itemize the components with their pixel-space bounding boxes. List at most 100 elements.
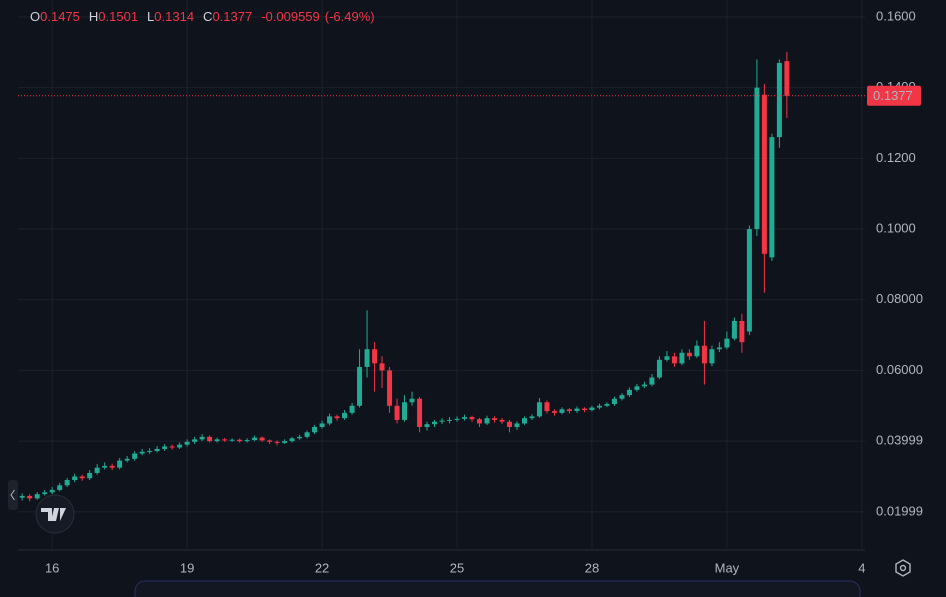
candle-body — [462, 417, 468, 419]
candle-body — [79, 476, 85, 479]
candle-body — [769, 137, 775, 258]
x-tick-label: 25 — [450, 560, 464, 575]
candle-body — [162, 446, 168, 449]
candle-body — [364, 349, 370, 367]
candle-body — [566, 409, 572, 412]
candle-body — [454, 418, 460, 420]
y-tick-label: 0.1200 — [876, 150, 916, 165]
candle-body — [64, 480, 70, 486]
candle-body — [177, 444, 183, 448]
candles — [18, 51, 865, 502]
candle-body — [402, 402, 408, 420]
candle-body — [117, 460, 123, 468]
ohlc-value: 0.1475 — [40, 9, 80, 24]
candle-body — [694, 345, 700, 357]
ohlc-item: L0.1314 — [147, 9, 194, 24]
candle-body — [132, 453, 138, 459]
candle-body — [124, 458, 130, 461]
candle-body — [154, 448, 160, 452]
candle-body — [19, 495, 25, 498]
toolbar — [134, 580, 861, 597]
candle-body — [199, 436, 205, 440]
candle-body — [544, 402, 550, 412]
candle-body — [626, 389, 632, 396]
ohlc-item: H0.1501 — [89, 9, 138, 24]
candle-body — [432, 421, 438, 425]
x-tick-label: 4 — [858, 560, 865, 575]
axes: 0.16000.14000.12000.10000.080000.060000.… — [45, 8, 923, 575]
candle-body — [491, 418, 497, 420]
candle-body — [214, 439, 220, 442]
candle-body — [27, 495, 33, 499]
candle-body — [619, 395, 625, 399]
candle-body — [342, 412, 348, 419]
candle-body — [671, 356, 677, 364]
candle-body — [739, 320, 745, 343]
candle-body — [312, 426, 318, 433]
ohlc-key: L — [147, 9, 155, 24]
candle-body — [304, 432, 310, 437]
candle-body — [611, 398, 617, 405]
candle-body — [267, 440, 273, 442]
candle-body — [409, 398, 415, 403]
candle-body — [477, 419, 483, 424]
candle-body — [229, 439, 235, 441]
last-price-label: 0.1377 — [873, 88, 913, 103]
logo-icon — [41, 508, 66, 521]
candle-body — [581, 408, 587, 411]
ohlc-value: 0.1377 — [212, 9, 253, 24]
candle-body — [484, 418, 490, 424]
ohlc-value: 0.1314 — [154, 9, 195, 24]
candle-body — [417, 398, 423, 427]
candle-body — [139, 451, 145, 454]
y-tick-label: 0.06000 — [876, 362, 923, 377]
candle-body — [289, 438, 295, 442]
candle-body — [784, 61, 790, 96]
candle-body — [252, 437, 258, 441]
candle-body — [529, 416, 535, 419]
candle-body — [499, 419, 505, 422]
last-price-tag — [867, 85, 921, 106]
candle-body — [207, 436, 213, 442]
candle-body — [109, 465, 115, 468]
candle-body — [49, 489, 55, 493]
candle-body — [656, 359, 662, 378]
settings-icon-center — [899, 564, 907, 572]
ohlc-key: O — [30, 9, 41, 24]
candle-body — [551, 411, 557, 413]
candle-body — [237, 439, 243, 442]
candle-body — [327, 416, 333, 424]
candle-body — [589, 407, 595, 411]
candle-body — [469, 417, 475, 420]
candle-body — [244, 440, 250, 442]
candle-body — [222, 439, 228, 441]
y-tick-label: 0.01999 — [876, 503, 923, 518]
scroll-button[interactable] — [8, 480, 18, 510]
candle-body — [34, 494, 40, 499]
candle-body — [379, 363, 385, 371]
candle-body — [559, 409, 565, 413]
candle-body — [716, 347, 722, 350]
settings-icon[interactable] — [895, 559, 911, 577]
x-tick-label: 16 — [45, 560, 59, 575]
candle-body — [349, 405, 355, 413]
candle-body — [259, 437, 265, 441]
candle-body — [72, 476, 78, 481]
y-tick-label: 0.1600 — [876, 8, 916, 23]
candle-body — [42, 492, 48, 495]
candle-body — [439, 420, 445, 422]
candle-body — [686, 352, 692, 357]
candle-body — [634, 386, 640, 390]
ohlc-item: O0.1475 — [30, 9, 80, 24]
candle-body — [679, 352, 685, 364]
candle-body — [57, 485, 63, 490]
chevron-icon — [10, 489, 15, 501]
candle-body — [387, 370, 393, 406]
candle-body — [641, 384, 647, 387]
candle-body — [701, 345, 707, 364]
candle-body — [596, 405, 602, 408]
candle-body — [424, 424, 430, 427]
change-value: -0.009559 — [261, 9, 320, 24]
